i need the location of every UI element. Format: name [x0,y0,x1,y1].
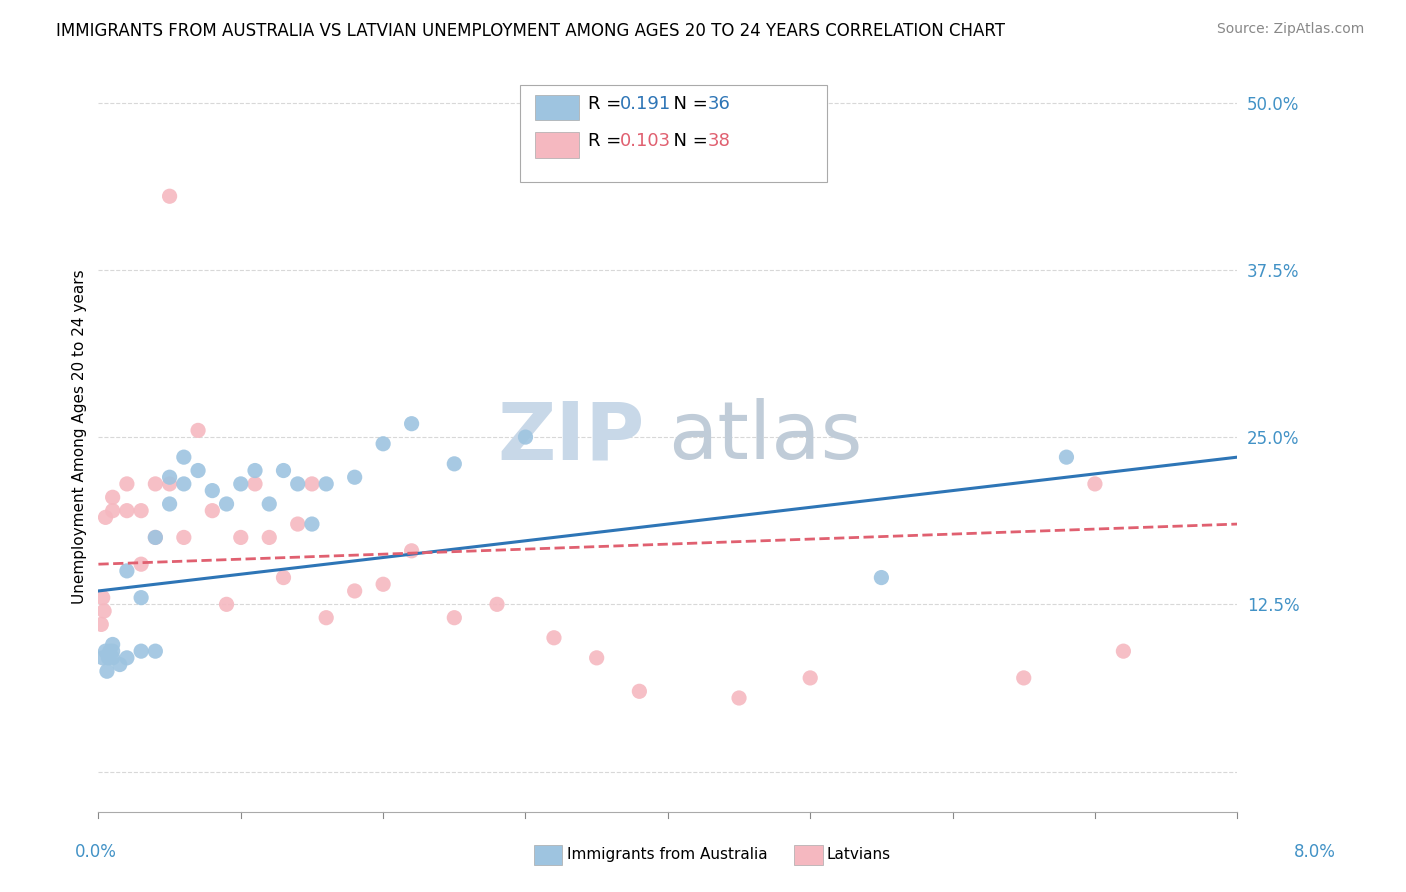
Point [1084,476,1107,491]
Text: Source: ZipAtlas.com: Source: ZipAtlas.com [1216,22,1364,37]
Point [543,631,565,645]
Point [287,476,309,491]
Point [401,417,423,431]
Point [145,530,167,544]
Point [145,530,167,544]
Text: 0.191: 0.191 [620,95,671,112]
Point [728,690,751,705]
Point [585,651,607,665]
Point [91,591,114,605]
Text: atlas: atlas [668,398,862,476]
Point [129,503,152,517]
Point [259,530,281,544]
Point [108,657,131,672]
Point [799,671,821,685]
Point [628,684,651,698]
Point [129,557,152,572]
Text: R =: R = [588,95,627,112]
Text: Latvians: Latvians [827,847,891,863]
Point [215,497,238,511]
Point [486,598,509,612]
Point [229,530,252,544]
Point [273,571,295,585]
Point [301,476,323,491]
Point [401,543,423,558]
Text: 36: 36 [707,95,731,112]
Point [315,611,337,625]
Point [115,503,138,517]
Point [101,491,124,505]
Point [243,464,266,478]
Point [343,583,366,598]
Point [159,189,181,203]
Point [1012,671,1035,685]
Point [101,644,124,658]
Point [371,437,394,451]
Point [173,450,195,465]
Point [215,598,238,612]
Point [515,430,537,444]
Point [97,651,120,665]
Point [243,476,266,491]
Point [159,497,181,511]
Text: R =: R = [588,132,627,150]
Point [90,617,112,632]
Point [101,503,124,517]
Point [94,510,117,524]
Text: Immigrants from Australia: Immigrants from Australia [567,847,768,863]
Point [443,611,465,625]
Point [343,470,366,484]
Point [101,637,124,651]
Point [91,651,114,665]
Point [173,530,195,544]
Point [187,464,209,478]
Point [371,577,394,591]
Text: 0.103: 0.103 [620,132,671,150]
FancyBboxPatch shape [534,95,579,120]
Point [1112,644,1135,658]
FancyBboxPatch shape [520,85,827,182]
Text: 0.0%: 0.0% [75,843,117,861]
Point [145,476,167,491]
Text: 8.0%: 8.0% [1294,843,1336,861]
Point [115,476,138,491]
Text: IMMIGRANTS FROM AUSTRALIA VS LATVIAN UNEMPLOYMENT AMONG AGES 20 TO 24 YEARS CORR: IMMIGRANTS FROM AUSTRALIA VS LATVIAN UNE… [56,22,1005,40]
Point [129,591,152,605]
Point [1056,450,1078,465]
Point [98,644,121,658]
Text: 38: 38 [707,132,731,150]
Point [315,476,337,491]
Point [229,476,252,491]
Point [201,503,224,517]
Point [115,651,138,665]
Point [187,424,209,438]
Point [870,571,893,585]
Text: N =: N = [662,95,714,112]
Point [301,517,323,532]
FancyBboxPatch shape [534,132,579,158]
Point [287,517,309,532]
Point [96,664,118,679]
Point [101,651,124,665]
Point [259,497,281,511]
Point [129,644,152,658]
Point [273,464,295,478]
Point [159,476,181,491]
Text: N =: N = [662,132,714,150]
Y-axis label: Unemployment Among Ages 20 to 24 years: Unemployment Among Ages 20 to 24 years [72,269,87,605]
Text: ZIP: ZIP [498,398,645,476]
Point [443,457,465,471]
Point [145,644,167,658]
Point [115,564,138,578]
Point [201,483,224,498]
Point [159,470,181,484]
Point [173,476,195,491]
Point [93,604,115,618]
Point [94,644,117,658]
